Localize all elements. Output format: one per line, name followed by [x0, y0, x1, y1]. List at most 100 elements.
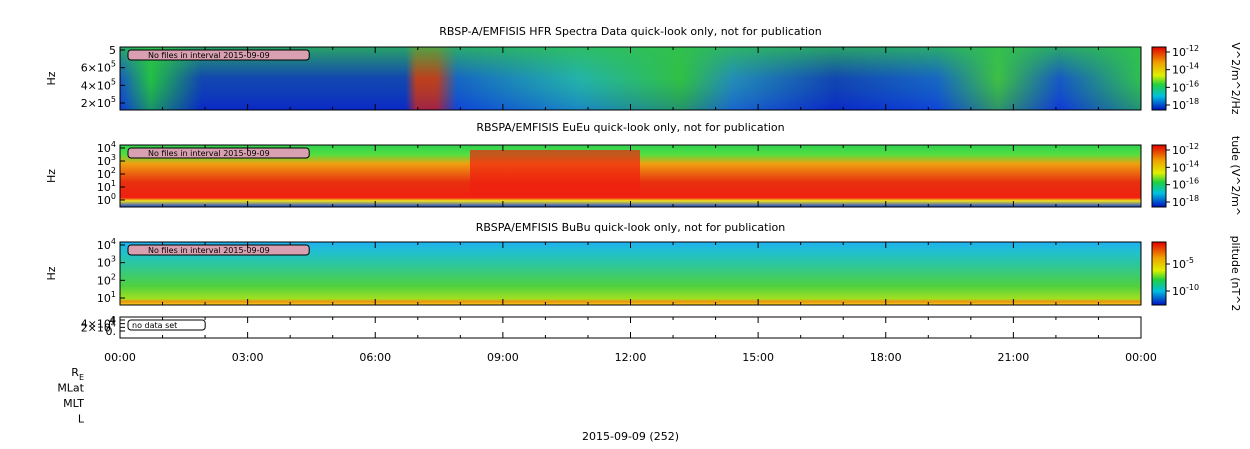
ephemeris-label: RE [71, 366, 84, 382]
colorbar-tick-label-base: 10 [1172, 46, 1186, 59]
y-axis-label: Hz [45, 266, 58, 280]
colorbar-tick-label: 10-18 [1172, 194, 1199, 209]
colorbar-tick-label: 10-12 [1172, 142, 1199, 157]
panel-title: RBSP-A/EMFISIS HFR Spectra Data quick-lo… [439, 25, 822, 38]
ephemeris-label-base: L [78, 413, 85, 426]
colorbar-tick-label-exp: -14 [1186, 159, 1199, 168]
ephemeris-label-base: R [71, 366, 79, 379]
y-tick-label-base: 6×10 [81, 62, 111, 75]
y-tick-label: 104 [97, 140, 116, 155]
y-tick-label: 2×105 [81, 95, 116, 110]
colorbar-tick-label: 10-16 [1172, 177, 1199, 192]
x-tick-label: 12:00 [615, 351, 647, 364]
x-tick-label: 03:00 [232, 351, 264, 364]
y-tick-label-base: 2×10 [81, 321, 111, 334]
colorbar-tick-label-base: 10 [1172, 196, 1186, 209]
colorbar-tick-label-base: 10 [1172, 285, 1186, 298]
note-box [127, 319, 206, 331]
x-tick-label: 00:00 [104, 351, 136, 364]
colorbar-tick-label: 10-5 [1172, 256, 1194, 271]
y-tick-label: 6×105 [81, 60, 116, 75]
colorbar-tick-label-exp: -12 [1186, 44, 1199, 53]
y-tick-label-base: 10 [97, 274, 111, 287]
y-tick-label: 100 [97, 192, 116, 207]
colorbar-tick-label-base: 10 [1172, 179, 1186, 192]
y-axis-label: Hz [45, 71, 58, 85]
y-tick-label: 102 [97, 272, 116, 287]
y-tick-label-base: 5 [109, 44, 116, 57]
y-tick-label-base: 10 [97, 239, 111, 252]
y-tick-label-exp: 5 [111, 95, 116, 104]
y-tick-label-base: 10 [97, 194, 111, 207]
colorbar-tick-label: 10-14 [1172, 62, 1199, 77]
y-tick-label-base: 4×10 [81, 79, 111, 92]
colorbar-tick-label: 10-14 [1172, 159, 1199, 174]
note-box [127, 49, 310, 61]
y-tick-label: 4 [109, 314, 116, 327]
colorbar-tick-label: 10-10 [1172, 283, 1199, 298]
colorbar-tick-label-exp: -18 [1186, 97, 1199, 106]
colorbar-tick-label-exp: -16 [1186, 177, 1199, 186]
y-tick-label-base: 10 [97, 181, 111, 194]
colorbar [1151, 144, 1167, 208]
colorbar-tick-label-exp: -16 [1186, 79, 1199, 88]
y-tick-label-exp: 4 [111, 140, 116, 149]
ephemeris-label-base: MLT [63, 397, 84, 410]
y-tick-label: 103 [97, 153, 116, 168]
ephemeris-label-sub: E [79, 373, 84, 382]
colorbar-tick-label-base: 10 [1172, 161, 1186, 174]
y-tick-label-base: 10 [97, 292, 111, 305]
y-tick-label: 4×105 [81, 77, 116, 92]
y-tick-label-base: 4×10 [81, 318, 111, 331]
note-text: No files in interval 2015-09-09 [148, 149, 270, 158]
y-tick-label: 104 [97, 237, 116, 252]
y-tick-label: 5 [109, 44, 116, 57]
y-tick-label-base: 10 [97, 155, 111, 168]
panel-title: RBSPA/EMFISIS EuEu quick-look only, not … [476, 121, 784, 134]
colorbar-tick-label: 10-12 [1172, 44, 1199, 59]
colorbar-tick-label-base: 10 [1172, 81, 1186, 94]
colorbar [1151, 46, 1167, 111]
y-tick-label-exp: 0 [111, 192, 116, 201]
x-tick-label: 00:00 [1125, 351, 1157, 364]
y-tick-label-exp: 5 [111, 77, 116, 86]
x-axis-label: 2015-09-09 (252) [582, 430, 679, 443]
y-tick-label: 0. [106, 325, 117, 338]
x-tick-label: 09:00 [487, 351, 519, 364]
y-tick-label-exp: 4 [111, 316, 116, 325]
ephemeris-label: MLat [57, 382, 84, 395]
y-tick-label-base: 0. [106, 325, 117, 338]
note-text: no data set [132, 321, 177, 330]
colorbar-label: V^2/m^2/Hz [1229, 42, 1242, 114]
note-text: No files in interval 2015-09-09 [148, 246, 270, 255]
colorbar-tick-label: 10-18 [1172, 97, 1199, 112]
y-tick-label-exp: 1 [111, 290, 116, 299]
y-tick-label-exp: 1 [111, 179, 116, 188]
y-tick-label: 4×104 [81, 316, 116, 331]
colorbar-tick-label-exp: -5 [1186, 256, 1194, 265]
x-tick-label: 18:00 [870, 351, 902, 364]
y-tick-label: 102 [97, 166, 116, 181]
y-tick-label-base: 4 [109, 314, 116, 327]
note-text: No files in interval 2015-09-09 [148, 51, 270, 60]
y-tick-label-exp: 4 [111, 319, 116, 328]
y-tick-label-exp: 2 [111, 166, 116, 175]
spectrogram-overlay [470, 150, 640, 195]
colorbar-tick-label-base: 10 [1172, 144, 1186, 157]
colorbar [1151, 241, 1167, 306]
y-axis-label: Hz [45, 169, 58, 183]
ephemeris-label-base: MLat [57, 382, 84, 395]
ephemeris-label: L [78, 413, 85, 426]
note-box [127, 244, 310, 256]
colorbar-tick-label-exp: -14 [1186, 62, 1199, 71]
note-box [127, 147, 310, 159]
colorbar-tick-label-base: 10 [1172, 64, 1186, 77]
y-tick-label: 101 [97, 179, 116, 194]
panel-title: RBSPA/EMFISIS BuBu quick-look only, not … [476, 221, 786, 234]
panels: RBSP-A/EMFISIS HFR Spectra Data quick-lo… [45, 25, 1242, 443]
y-tick-label-exp: 3 [111, 255, 116, 264]
y-tick-label-base: 10 [97, 257, 111, 270]
y-tick-label-base: 10 [97, 142, 111, 155]
y-tick-label: 2×104 [81, 319, 116, 334]
